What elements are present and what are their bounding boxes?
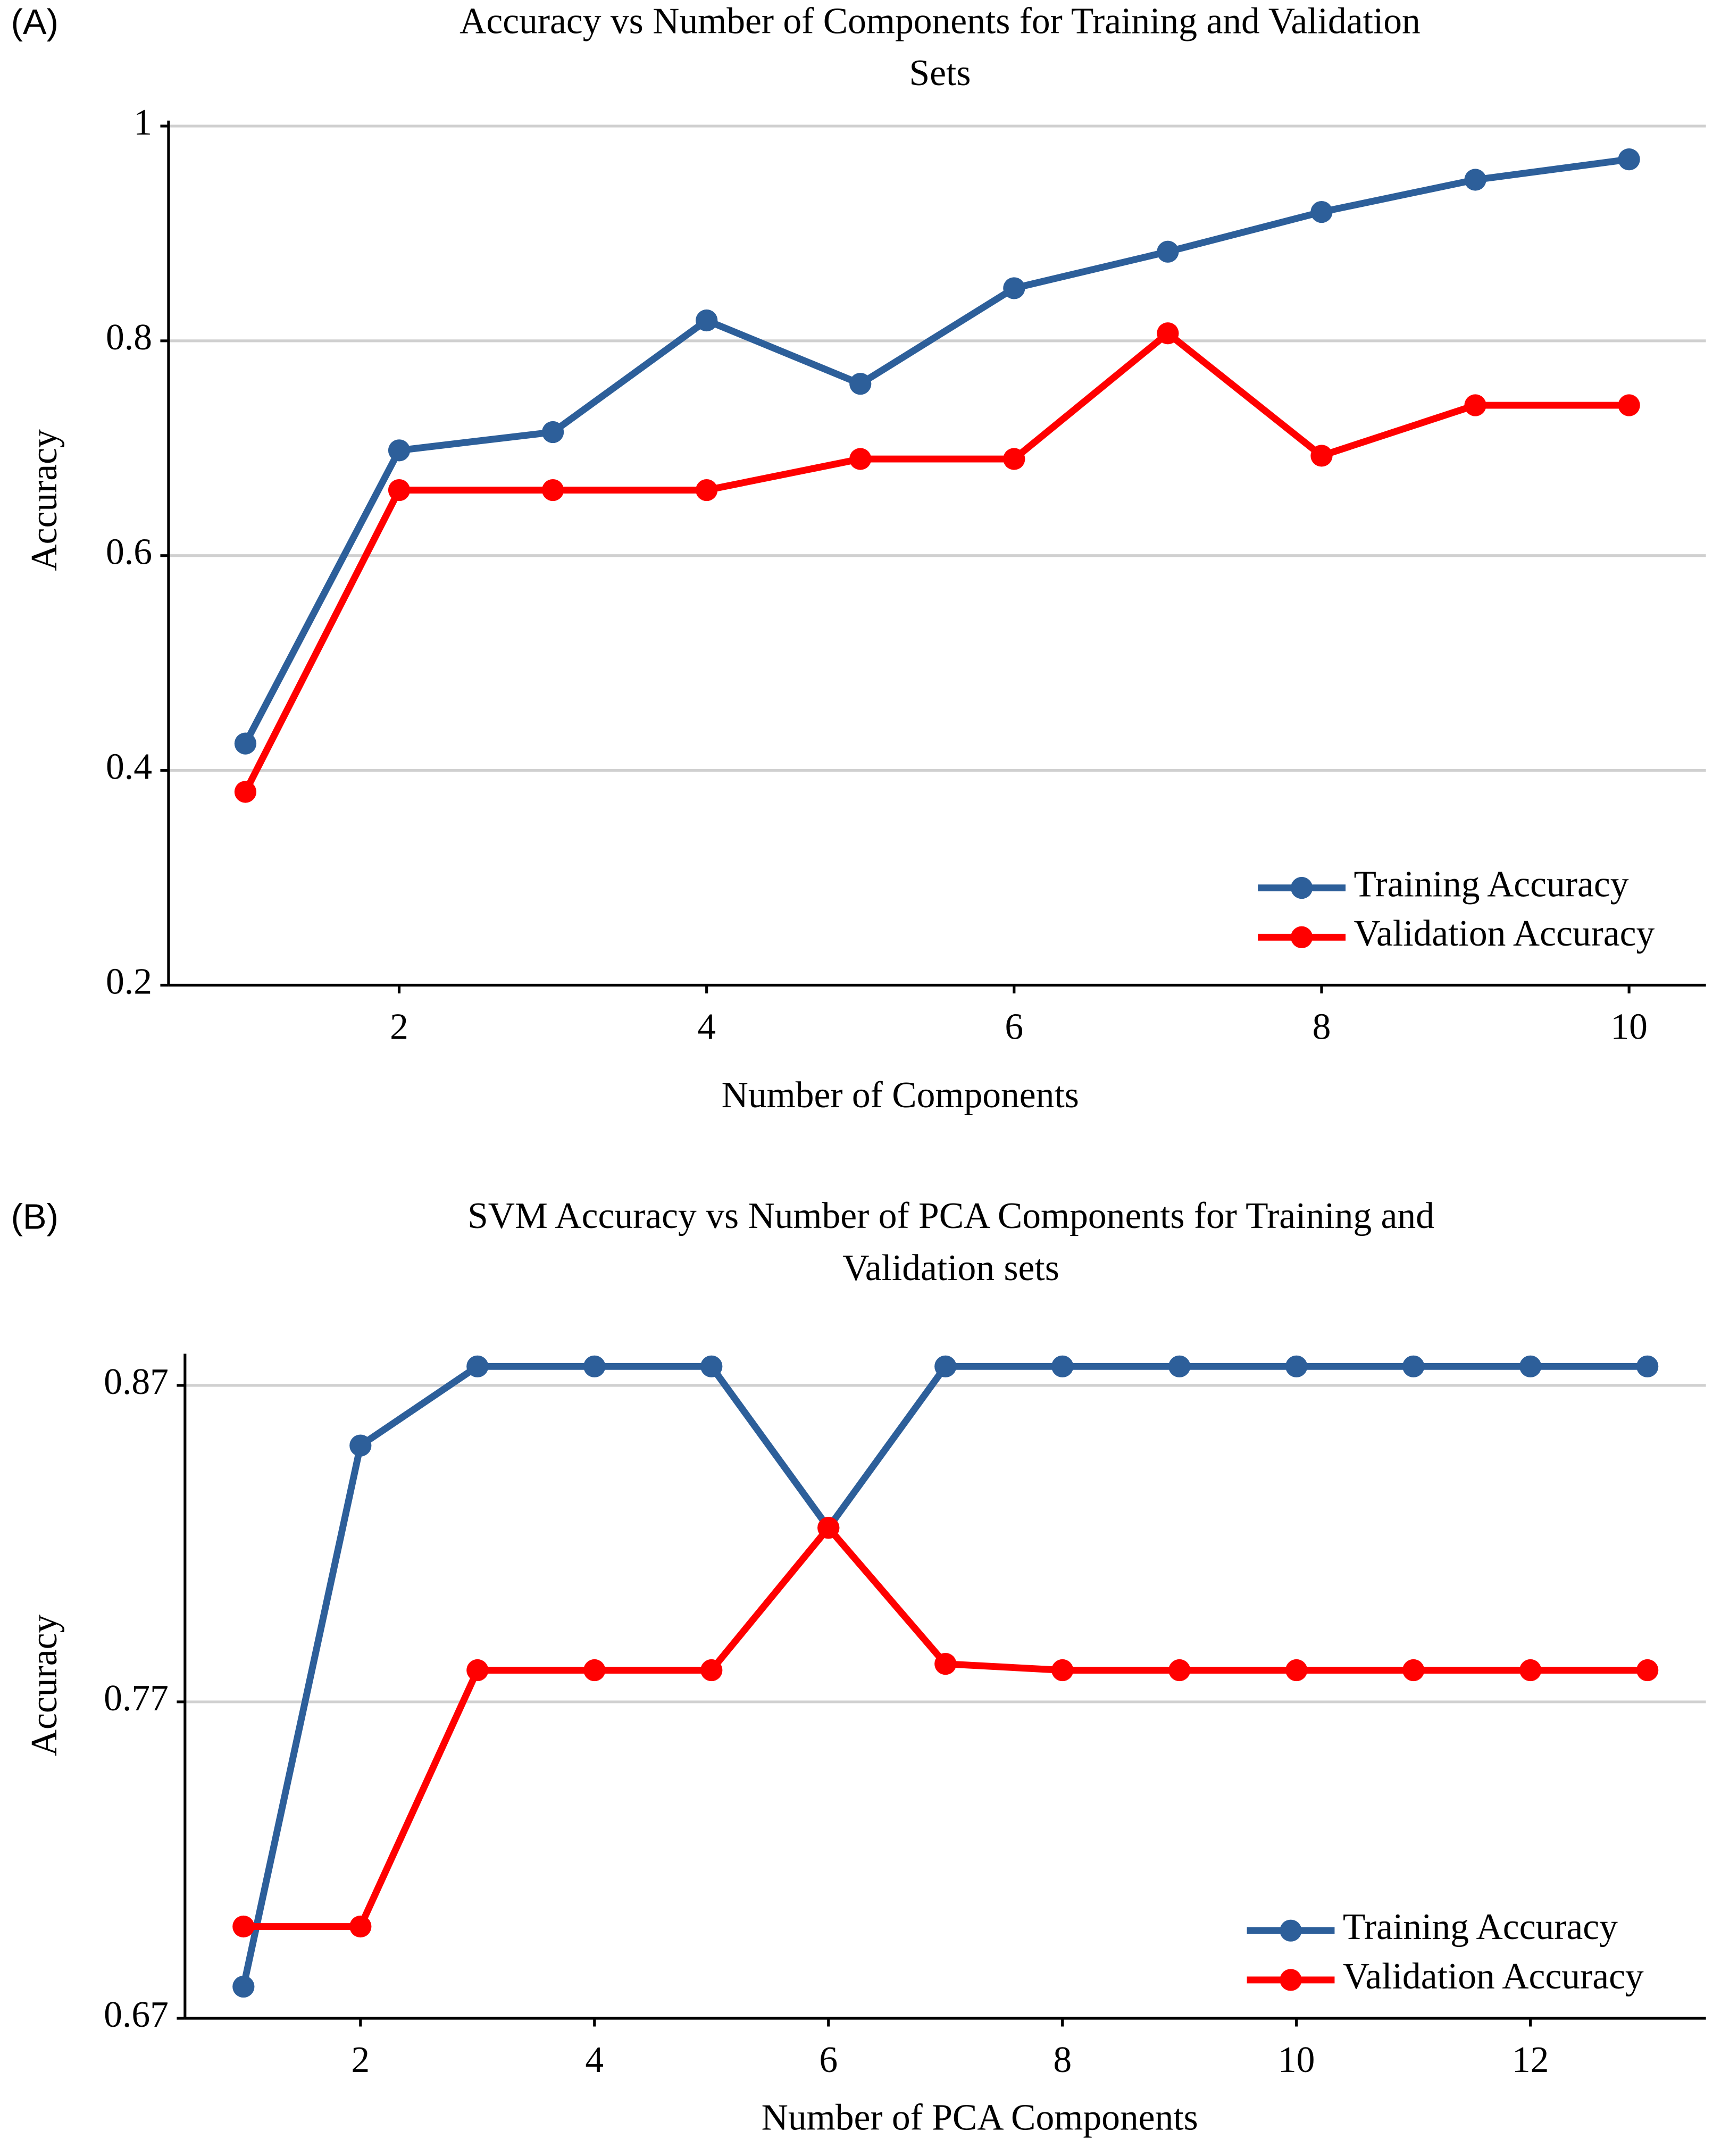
data-point [541,479,564,502]
data-point [1285,1355,1308,1377]
x-tick-label: 6 [1005,1006,1023,1047]
data-point [1519,1355,1542,1377]
x-tick-label: 10 [1610,1006,1648,1047]
x-axis-label: Number of Components [722,1075,1079,1116]
data-point [934,1355,957,1377]
chart: (B) SVM Accuracy vs Number of PCA Compone… [11,1196,1706,2138]
panel-label: (B) [11,1197,59,1237]
data-point [849,373,872,395]
chart-title: SVM Accuracy vs Number of PCA Components… [467,1196,1434,1236]
data-point [541,421,564,444]
y-tick-label: 0.4 [106,747,152,788]
data-point [700,1355,723,1377]
data-point [388,439,411,462]
data-point [232,1975,255,1998]
data-point [232,1915,255,1938]
y-tick-label: 0.67 [104,1994,169,2035]
legend-label: Validation Accuracy [1343,1956,1644,1997]
legend-label: Training Accuracy [1343,1907,1618,1948]
data-point [1464,394,1486,416]
data-point [1168,1659,1191,1682]
data-point [1636,1355,1659,1377]
legend-marker [1280,1919,1302,1942]
data-point [466,1659,489,1682]
chart-title: Accuracy vs Number of Components for Tra… [460,1,1421,41]
data-point [234,781,257,803]
y-tick-label: 1 [133,102,152,143]
data-point [1310,445,1333,467]
x-tick-label: 4 [697,1006,716,1047]
legend-label: Training Accuracy [1354,864,1629,905]
x-tick-label: 6 [819,2040,838,2080]
data-point [349,1915,372,1938]
data-point [349,1434,372,1457]
x-tick-label: 12 [1512,2040,1549,2080]
data-point [696,309,718,332]
series-line [240,1363,1648,1987]
chart: (A) Accuracy vs Number of Components for … [11,1,1706,1116]
data-point [388,479,411,502]
y-tick-label: 0.6 [106,532,152,573]
data-point [1618,394,1640,416]
data-point [466,1355,489,1377]
x-tick-label: 8 [1313,1006,1331,1047]
y-tick-label: 0.8 [106,317,152,358]
series-line [242,330,1630,793]
x-tick-label: 4 [585,2040,604,2080]
x-tick-label: 2 [390,1006,408,1047]
x-tick-label: 10 [1278,2040,1315,2080]
data-point [1157,240,1179,263]
data-point [583,1355,606,1377]
data-point [1464,169,1486,191]
x-tick-label: 8 [1053,2040,1072,2080]
panel-label: (A) [11,2,59,42]
data-point [1402,1355,1425,1377]
data-point [234,732,257,755]
data-point [1285,1659,1308,1682]
data-point [1051,1355,1074,1377]
legend-marker [1280,1969,1302,1991]
y-axis-label: Accuracy [24,1615,65,1757]
series-line [243,1524,1648,1930]
data-point [1310,200,1333,223]
x-tick-label: 2 [351,2040,370,2080]
series-line [242,156,1630,746]
data-point [1051,1659,1074,1682]
legend-marker [1290,876,1313,899]
legend-label: Validation Accuracy [1354,913,1655,954]
data-point [1519,1659,1542,1682]
chart-title: Validation sets [842,1248,1059,1289]
y-tick-label: 0.77 [104,1678,169,1719]
data-point [1157,322,1179,345]
chart-title: Sets [909,53,971,94]
y-axis-label: Accuracy [24,429,65,571]
data-point [696,479,718,502]
data-point [1618,148,1640,171]
data-point [1636,1659,1659,1682]
data-point [700,1659,723,1682]
data-point [1003,448,1025,470]
y-tick-label: 0.87 [104,1361,169,1402]
data-point [817,1517,840,1539]
data-point [1003,277,1025,299]
data-point [934,1653,957,1675]
legend-marker [1290,926,1313,948]
data-point [849,448,872,470]
x-axis-label: Number of PCA Components [762,2097,1198,2138]
y-tick-label: 0.2 [106,961,152,1002]
data-point [1168,1355,1191,1377]
data-point [1402,1659,1425,1682]
data-point [583,1659,606,1682]
